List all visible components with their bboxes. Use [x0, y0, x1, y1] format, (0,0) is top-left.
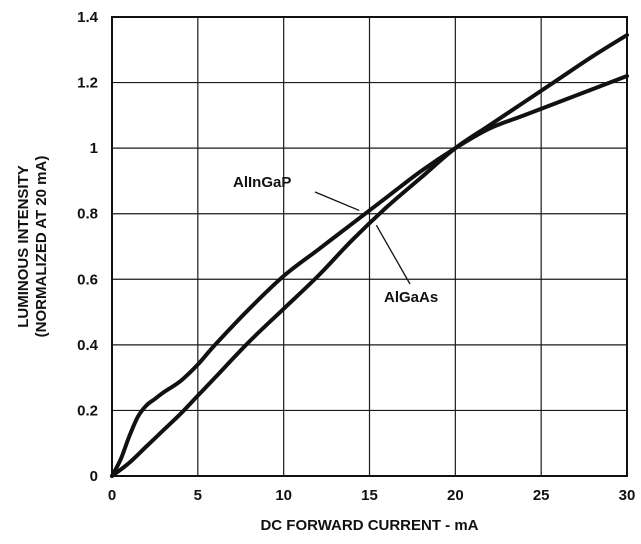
y-tick-label: 0.6 — [77, 271, 98, 288]
y-tick-label: 0 — [90, 468, 98, 485]
y-tick-label: 0.4 — [77, 337, 99, 354]
y-tick-label: 0.8 — [77, 206, 98, 223]
x-tick-label: 30 — [619, 487, 636, 504]
series-layer — [110, 33, 629, 478]
annotation-leader-alingap — [314, 191, 360, 212]
annotation-label-alingap: AlInGaP — [233, 174, 291, 191]
series-line-algaas — [110, 33, 629, 478]
x-tick-label: 20 — [447, 487, 464, 504]
y-axis-title-line-1: LUMINOUS INTENSITY — [15, 165, 32, 328]
y-tick-label: 1 — [90, 140, 98, 157]
annotation-leader-algaas — [375, 224, 411, 285]
y-axis-title-line-2: (NORMALIZED AT 20 mA) — [33, 156, 50, 338]
annotation-label-algaas: AlGaAs — [384, 289, 438, 306]
x-tick-label: 0 — [108, 487, 116, 504]
y-tick-label: 0.2 — [77, 402, 98, 419]
grid — [111, 16, 628, 477]
x-tick-label: 5 — [194, 487, 202, 504]
y-tick-label: 1.2 — [77, 75, 98, 92]
plot-frame — [111, 16, 628, 477]
x-tick-label: 25 — [533, 487, 550, 504]
plot-border — [111, 16, 628, 477]
x-tick-label: 10 — [275, 487, 292, 504]
y-tick-label: 1.4 — [77, 9, 99, 26]
series-line-alingap — [110, 74, 629, 478]
x-axis-title: DC FORWARD CURRENT - mA — [260, 517, 478, 534]
tick-labels: 0 5 10 15 20 25 30 0 0.2 0.4 0.6 0.8 1 1.2 1.4 — [77, 9, 635, 504]
annotations: AlInGaP AlGaAs — [233, 174, 438, 306]
y-axis-title: LUMINOUS INTENSITY(NORMALIZED AT 20 mA) — [15, 156, 50, 338]
x-tick-label: 15 — [361, 487, 378, 504]
